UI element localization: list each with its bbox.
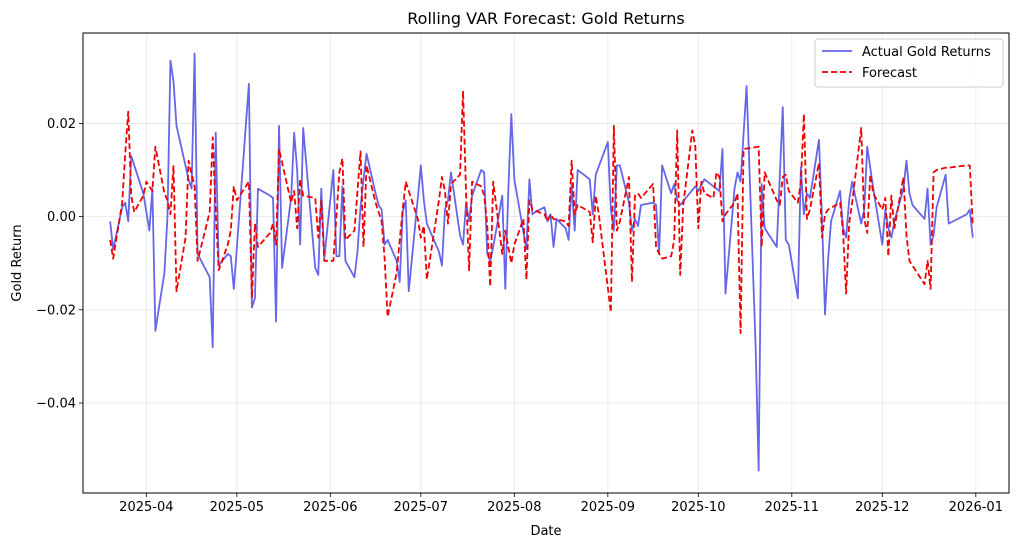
series-line-forecast [109, 89, 974, 335]
legend-label-forecast: Forecast [862, 66, 917, 81]
series-line-actual-gold-returns [109, 52, 974, 472]
x-tick-label: 2025-05 [210, 500, 264, 515]
x-tick-label: 2025-12 [855, 500, 909, 515]
x-tick-label: 2025-11 [765, 500, 819, 515]
y-tick-label: 0.00 [47, 210, 76, 225]
y-axis-title: Gold Return [10, 224, 25, 301]
plot-area-frame [82, 32, 1010, 494]
x-tick-label: 2025-10 [671, 500, 725, 515]
x-tick-label: 2025-07 [394, 500, 448, 515]
grid [83, 33, 1009, 493]
y-tick-label: −0.04 [36, 397, 76, 412]
x-tick-label: 2025-06 [303, 500, 357, 515]
axis-ticks: 2025-04 2025-05 2025-06 2025-07 2025-08 2025-… [36, 117, 1003, 515]
plot-series [109, 52, 974, 472]
x-tick-label: 2026-01 [949, 500, 1003, 515]
x-tick-label: 2025-08 [487, 500, 541, 515]
x-tick-label: 2025-09 [581, 500, 635, 515]
y-tick-label: −0.02 [36, 303, 76, 318]
chart-title: Rolling VAR Forecast: Gold Returns [407, 9, 684, 28]
x-axis-title: Date [530, 524, 561, 539]
legend-label-actual: Actual Gold Returns [862, 45, 991, 60]
x-tick-label: 2025-04 [119, 500, 173, 515]
legend: Actual Gold Returns Forecast [814, 38, 1004, 88]
y-tick-label: 0.02 [47, 117, 76, 132]
legend-box [814, 38, 1004, 88]
